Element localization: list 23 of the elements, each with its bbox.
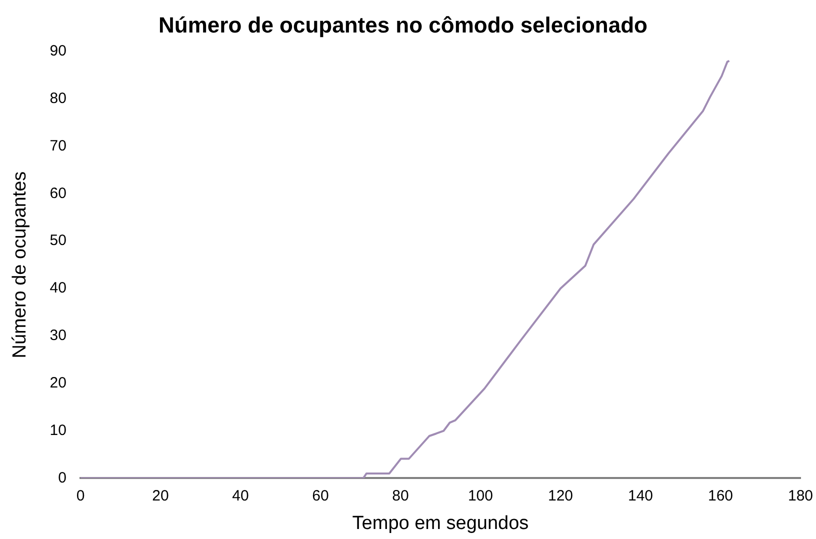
x-tick-label: 180: [788, 487, 813, 504]
y-tick-label: 10: [50, 422, 66, 439]
x-axis-title: Tempo em segundos: [352, 512, 529, 534]
chart-title: Número de ocupantes no cômodo selecionado: [158, 12, 648, 38]
x-tick-label: 80: [392, 487, 409, 504]
x-tick-label: 140: [628, 487, 653, 504]
x-tick-label: 40: [232, 487, 249, 504]
y-tick-label: 60: [50, 184, 66, 202]
y-tick-label: 40: [50, 280, 66, 297]
x-tick-label: 20: [152, 487, 169, 504]
y-tick-label: 90: [50, 42, 66, 60]
x-tick-label: 100: [468, 487, 493, 504]
y-tick-label: 80: [50, 90, 66, 107]
x-tick-label: 160: [708, 487, 733, 504]
y-axis-title: Número de ocupantes: [10, 171, 31, 358]
y-tick-label: 50: [50, 232, 66, 250]
y-tick-label: 0: [58, 469, 66, 486]
y-tick-label: 20: [50, 374, 66, 392]
y-tick-label: 30: [50, 327, 66, 344]
x-tick-label: 60: [312, 487, 329, 504]
x-tick-label: 120: [548, 487, 573, 504]
x-tick-label: 0: [76, 487, 85, 504]
y-tick-label: 70: [50, 137, 66, 154]
